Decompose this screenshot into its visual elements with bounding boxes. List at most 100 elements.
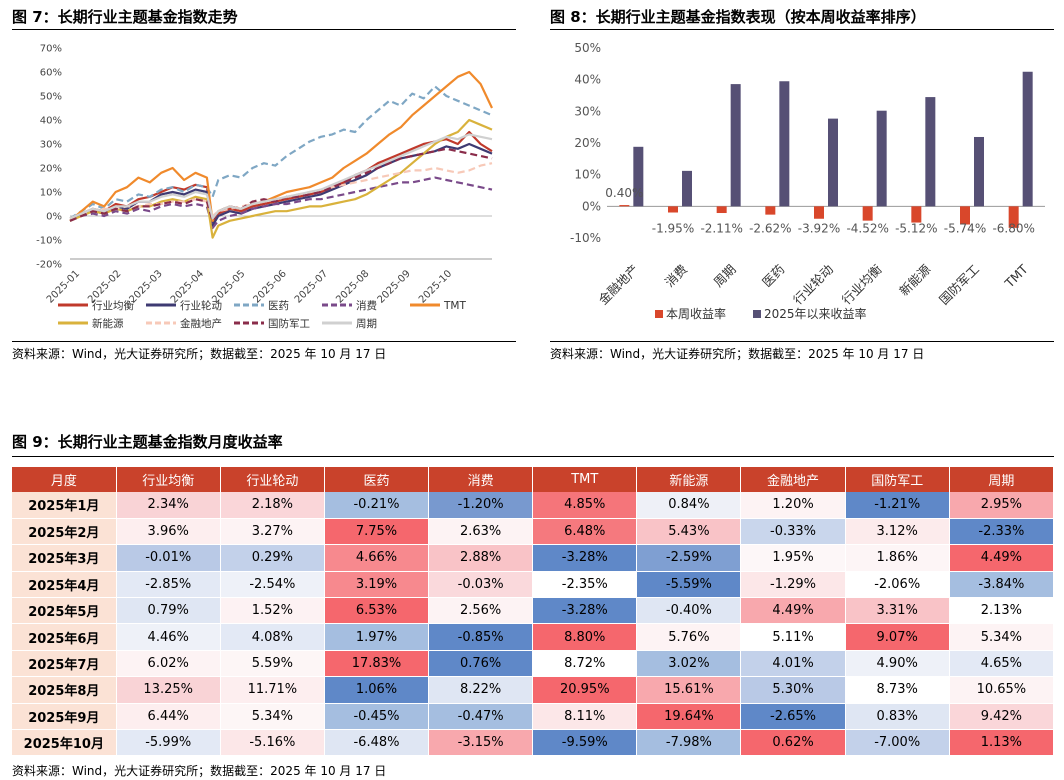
fig7-legend-label: 行业轮动 [180,299,222,312]
table-value-cell: 1.52% [220,597,325,625]
fig8-x-category-label: 金融地产 [595,262,641,308]
fig7-series-line [69,85,493,220]
table-value-cell: 4.90% [845,650,950,678]
table-value-cell: 1.13% [949,729,1055,757]
table-value-cell: 2.56% [428,597,534,625]
table-value-cell: 5.43% [636,518,742,546]
table-month-cell: 2025年5月 [12,597,117,625]
fig8-ytd-bar [633,146,644,207]
fig8-weekly-bar [960,206,970,225]
table-row: 2025年5月 0.79% 1.52% 6.53% 2.56% -3.28% -0.40% 4… [12,597,1055,625]
fig8-ytd-bar [730,84,741,207]
table-value-cell: 8.73% [845,676,950,704]
table-value-cell: 6.44% [116,703,221,731]
fig7-bottom-rule [12,341,516,342]
table-row: 2025年8月 13.25% 11.71% 1.06% 8.22% 20.95% 15.61… [12,676,1055,704]
table-value-cell: 5.34% [949,623,1055,651]
table-value-cell: 20.95% [532,676,638,704]
table-value-cell: -2.06% [845,571,950,599]
fig7-series-line [69,70,493,222]
table-value-cell: -0.47% [428,703,534,731]
fig7-y-tick-label: 0% [46,212,62,223]
fig8-legend-label: 本周收益率 [666,306,726,321]
table-value-cell: 2.63% [428,518,534,546]
table-value-cell: -0.03% [428,571,534,599]
table-row: 2025年1月 2.34% 2.18% -0.21% -1.20% 4.85% 0.84% 1… [12,492,1055,519]
fig8-weekly-bar [619,205,630,207]
table-value-cell: 4.49% [949,544,1055,572]
table-value-cell: 3.31% [845,597,950,625]
fig7-series-line [69,142,493,227]
fig7-legend-label: 金融地产 [180,317,222,330]
table-value-cell: -2.59% [636,544,742,572]
table-header-month: 月度 [12,467,117,492]
fig7-series-line [69,118,493,239]
fig8-weekly-data-label: -5.12% [895,221,937,235]
fig7-y-tick-label: 70% [40,44,62,55]
fig7-x-tick-label: 2025-07 [293,268,330,305]
table-value-cell: 3.27% [220,518,325,546]
table-value-cell: 8.80% [532,623,638,651]
table-header-cell: 国防军工 [845,467,950,492]
table-value-cell: -1.20% [428,492,534,519]
table-value-cell: -3.84% [949,571,1055,599]
fig8-x-category-label: 消费 [662,262,690,290]
table-value-cell: -5.59% [636,571,742,599]
fig8-weekly-data-label: -6.80% [992,221,1034,235]
table-header-cell: 金融地产 [740,467,846,492]
table-row: 2025年6月 4.46% 4.08% 1.97% -0.85% 8.80% 5.76% 5.… [12,623,1055,651]
fig8-title: 图 8：长期行业主题基金指数表现（按本周收益率排序） [550,8,926,26]
table-value-cell: 3.96% [116,518,221,546]
table-value-cell: 0.83% [845,703,950,731]
fig8-x-category-label: TMT [1001,261,1031,291]
fig7-y-tick-label: 20% [40,164,62,175]
fig8-weekly-bar [716,206,727,214]
table-month-cell: 2025年8月 [12,676,117,704]
table-value-cell: 13.25% [116,676,221,704]
table-value-cell: 3.02% [636,650,742,678]
fig8-x-category-label: 行业均衡 [839,262,885,308]
fig8-ytd-bar [1022,71,1033,207]
table-value-cell: 4.01% [740,650,846,678]
fig8-x-category-label: 新能源 [896,261,933,298]
fig7-x-tick-label: 2025-09 [376,268,413,305]
fig7-y-tick-label: 10% [40,188,62,199]
fig7-legend-label: 消费 [356,299,377,312]
table-value-cell: 4.66% [324,544,430,572]
fig9-source: 资料来源：Wind，光大证券研究所；数据截至：2025 年 10 月 17 日 [12,764,387,778]
table-value-cell: 1.06% [324,676,430,704]
table-value-cell: -0.01% [116,544,221,572]
table-value-cell: -0.21% [324,492,430,519]
fig8-y-tick-label: -10% [570,231,601,245]
fig8-y-tick-label: 0% [582,199,601,213]
table-header-row: 月度 行业均衡 行业轮动 医药 消费 TMT 新能源 金融地产 国防军工 周期 [12,467,1055,492]
fig7-legend-label: 国防军工 [268,317,310,330]
fig7-y-tick-label: -20% [36,260,62,271]
fig7-legend-label: 新能源 [92,317,124,330]
table-value-cell: 2.95% [949,492,1055,519]
table-value-cell: 5.30% [740,676,846,704]
fig8-weekly-data-label: -2.11% [700,221,742,235]
table-value-cell: 1.20% [740,492,846,519]
table-month-cell: 2025年6月 [12,623,117,651]
table-value-cell: 7.75% [324,518,430,546]
table-value-cell: 1.86% [845,544,950,572]
fig8-legend-label: 2025年以来收益率 [764,306,867,321]
fig8-weekly-bar [765,206,776,215]
fig7-x-tick-label: 2025-01 [45,268,82,305]
table-month-cell: 2025年7月 [12,650,117,678]
table-value-cell: 2.13% [949,597,1055,625]
monthly-return-table: 月度 行业均衡 行业轮动 医药 消费 TMT 新能源 金融地产 国防军工 周期 2025年1月 2.… [12,467,1055,757]
fig8-x-category-label: 行业轮动 [790,262,836,308]
table-value-cell: 8.11% [532,703,638,731]
table-value-cell: -3.28% [532,544,638,572]
table-value-cell: -2.54% [220,571,325,599]
table-value-cell: 6.02% [116,650,221,678]
table-value-cell: 4.49% [740,597,846,625]
fig8-legend-swatch [655,310,663,318]
table-header-cell: 行业轮动 [220,467,325,492]
table-value-cell: -5.16% [220,729,325,757]
fig8-ytd-bar [876,110,887,207]
table-value-cell: -1.29% [740,571,846,599]
table-value-cell: -5.99% [116,729,221,757]
